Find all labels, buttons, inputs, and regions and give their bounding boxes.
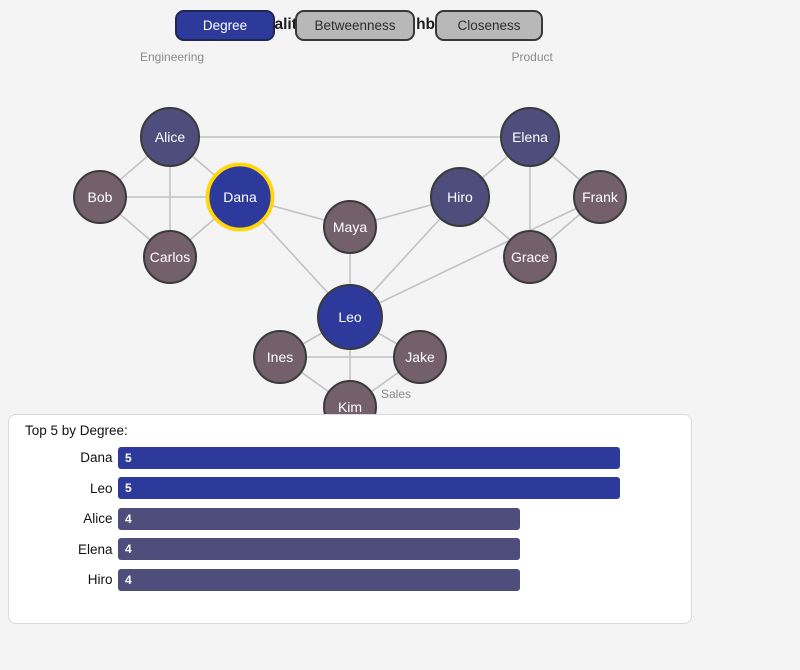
svg-text:Hiro: Hiro [447,189,473,205]
svg-text:Bob: Bob [88,189,113,205]
svg-text:Grace: Grace [511,249,549,265]
svg-text:Maya: Maya [333,219,367,235]
svg-text:Sales: Sales [381,387,411,401]
svg-text:Kim: Kim [338,399,362,415]
svg-text:Alice: Alice [155,129,186,145]
svg-text:Frank: Frank [582,189,619,205]
svg-text:Leo: Leo [338,309,362,325]
svg-text:Carlos: Carlos [150,249,190,265]
svg-text:Dana: Dana [223,189,257,205]
svg-text:Ines: Ines [267,349,293,365]
svg-text:Jake: Jake [405,349,435,365]
svg-text:Elena: Elena [512,129,548,145]
